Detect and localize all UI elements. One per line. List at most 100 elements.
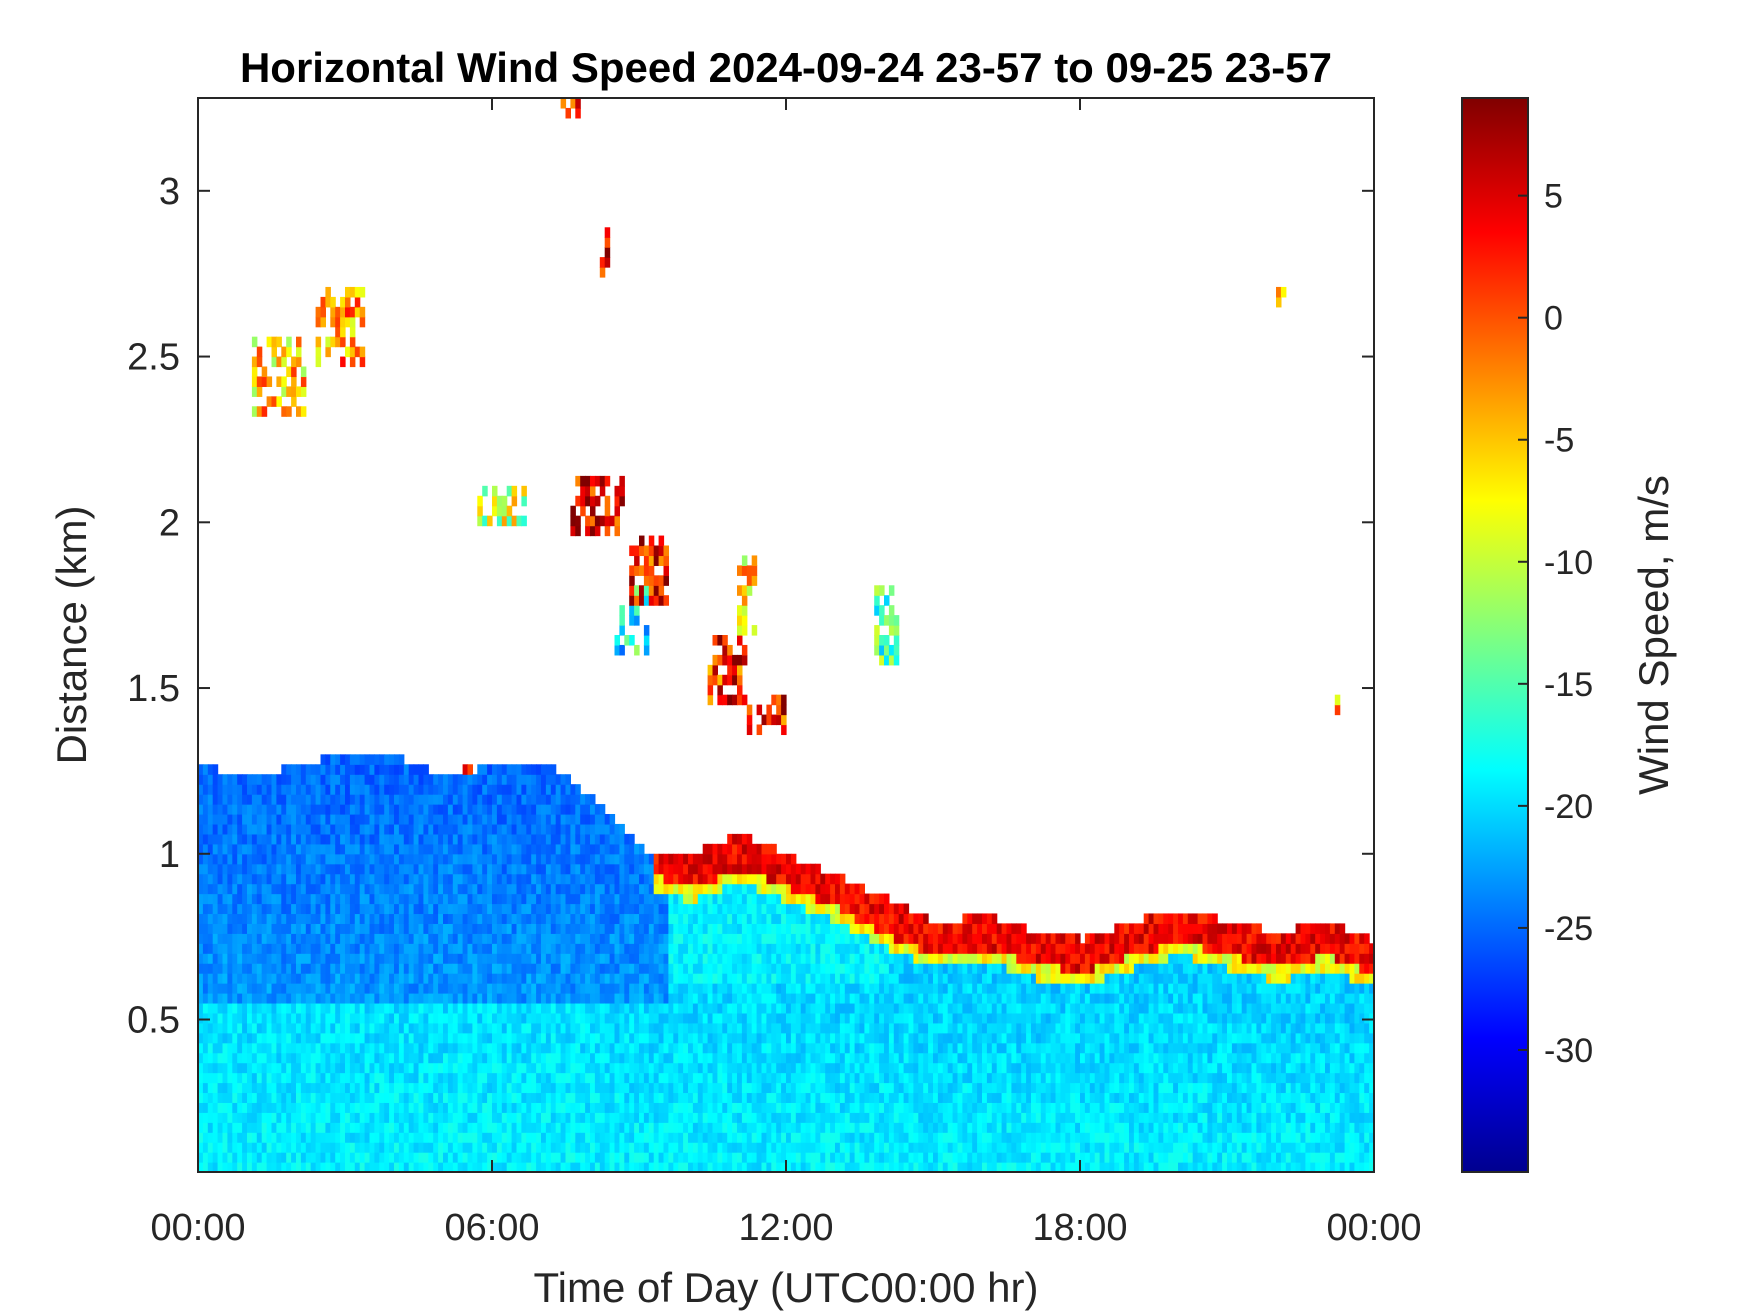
heatmap-cell [575, 973, 581, 984]
heatmap-cell [212, 983, 219, 994]
heatmap-cell [300, 993, 307, 1004]
heatmap-cell [570, 814, 576, 825]
heatmap-cell [237, 923, 243, 934]
heatmap-cell [394, 1152, 400, 1163]
heatmap-cell [511, 495, 518, 507]
heatmap-cell [256, 1142, 263, 1153]
heatmap-cell [575, 993, 581, 1004]
heatmap-cell [330, 973, 336, 984]
heatmap-cell [266, 1142, 273, 1153]
heatmap-cell [648, 1102, 655, 1113]
heatmap-cell [570, 873, 576, 885]
heatmap-cell [545, 873, 552, 885]
heatmap-cell [702, 1012, 709, 1024]
heatmap-cell [462, 853, 469, 865]
heatmap-cell [624, 873, 630, 885]
heatmap-cell [550, 873, 557, 885]
heatmap-cell [492, 1062, 498, 1074]
heatmap-cell [261, 913, 268, 924]
heatmap-cell [619, 605, 625, 616]
heatmap-cell [756, 933, 763, 944]
heatmap-cell [266, 774, 273, 785]
heatmap-cell [330, 1132, 336, 1143]
heatmap-cell [379, 873, 385, 885]
heatmap-cell [501, 774, 508, 785]
heatmap-cell [702, 1072, 709, 1084]
heatmap-cell [379, 804, 385, 815]
heatmap-cell [624, 1162, 630, 1172]
heatmap-cell [751, 973, 758, 984]
heatmap-cell [688, 993, 694, 1004]
heatmap-cell [256, 1162, 263, 1172]
heatmap-cell [737, 923, 743, 934]
heatmap-cell [310, 983, 317, 994]
heatmap-cell [389, 794, 395, 805]
heatmap-cell [570, 933, 576, 944]
heatmap-cell [555, 873, 562, 885]
heatmap-cell [604, 1002, 611, 1014]
heatmap-cell [526, 1112, 532, 1123]
heatmap-cell [545, 823, 552, 835]
heatmap-cell [565, 973, 571, 984]
heatmap-cell [712, 635, 718, 646]
heatmap-cell [374, 1082, 380, 1094]
heatmap-cell [580, 1012, 586, 1024]
heatmap-cell [712, 1082, 718, 1094]
heatmap-cell [492, 943, 498, 954]
heatmap-cell [207, 883, 214, 895]
heatmap-cell [256, 913, 263, 924]
heatmap-cell [222, 843, 228, 855]
heatmap-cell [776, 873, 782, 885]
heatmap-cell [643, 1102, 650, 1113]
heatmap-cell [403, 1042, 410, 1054]
heatmap-cell [286, 774, 292, 785]
heatmap-cell [247, 853, 253, 865]
heatmap-cell [624, 1092, 630, 1103]
heatmap-cell [443, 893, 449, 905]
heatmap-cell [418, 1032, 424, 1044]
heatmap-cell [717, 1052, 723, 1064]
heatmap-cell [487, 853, 493, 865]
heatmap-cell [599, 475, 606, 487]
heatmap-cell [590, 933, 596, 944]
heatmap-cell [379, 1062, 385, 1074]
heatmap-cell [423, 873, 429, 885]
heatmap-cell [447, 863, 454, 875]
heatmap-cell [438, 1152, 444, 1163]
heatmap-cell [320, 943, 326, 954]
heatmap-cell [389, 1062, 395, 1074]
heatmap-cell [202, 1032, 209, 1044]
heatmap-cell [590, 794, 596, 805]
heatmap-cell [643, 873, 650, 885]
heatmap-cell [320, 1132, 326, 1143]
heatmap-cell [795, 1152, 802, 1163]
heatmap-cell [403, 1132, 410, 1143]
heatmap-cell [702, 963, 709, 974]
heatmap-cell [369, 1112, 375, 1123]
heatmap-cell [335, 923, 341, 934]
heatmap-cell [237, 1132, 243, 1143]
heatmap-cell [643, 963, 650, 974]
heatmap-cell [261, 883, 268, 895]
heatmap-cell [217, 963, 224, 974]
heatmap-cell [683, 1032, 689, 1044]
heatmap-cell [619, 893, 625, 905]
heatmap-cell [712, 1162, 718, 1172]
heatmap-cell [462, 933, 469, 944]
heatmap-cell [315, 774, 322, 785]
heatmap-cell [359, 754, 366, 765]
heatmap-cell [251, 1022, 258, 1034]
heatmap-cell [526, 1102, 532, 1113]
heatmap-cell [320, 1152, 326, 1163]
heatmap-cell [506, 913, 513, 924]
heatmap-cell [457, 943, 464, 954]
heatmap-cell [496, 774, 503, 785]
heatmap-cell [212, 1002, 219, 1014]
heatmap-cell [619, 1042, 625, 1054]
heatmap-cell [286, 863, 292, 875]
heatmap-cell [418, 993, 424, 1004]
heatmap-cell [482, 804, 488, 815]
heatmap-cell [300, 1042, 307, 1054]
heatmap-cell [609, 1162, 616, 1172]
heatmap-cell [374, 853, 380, 865]
